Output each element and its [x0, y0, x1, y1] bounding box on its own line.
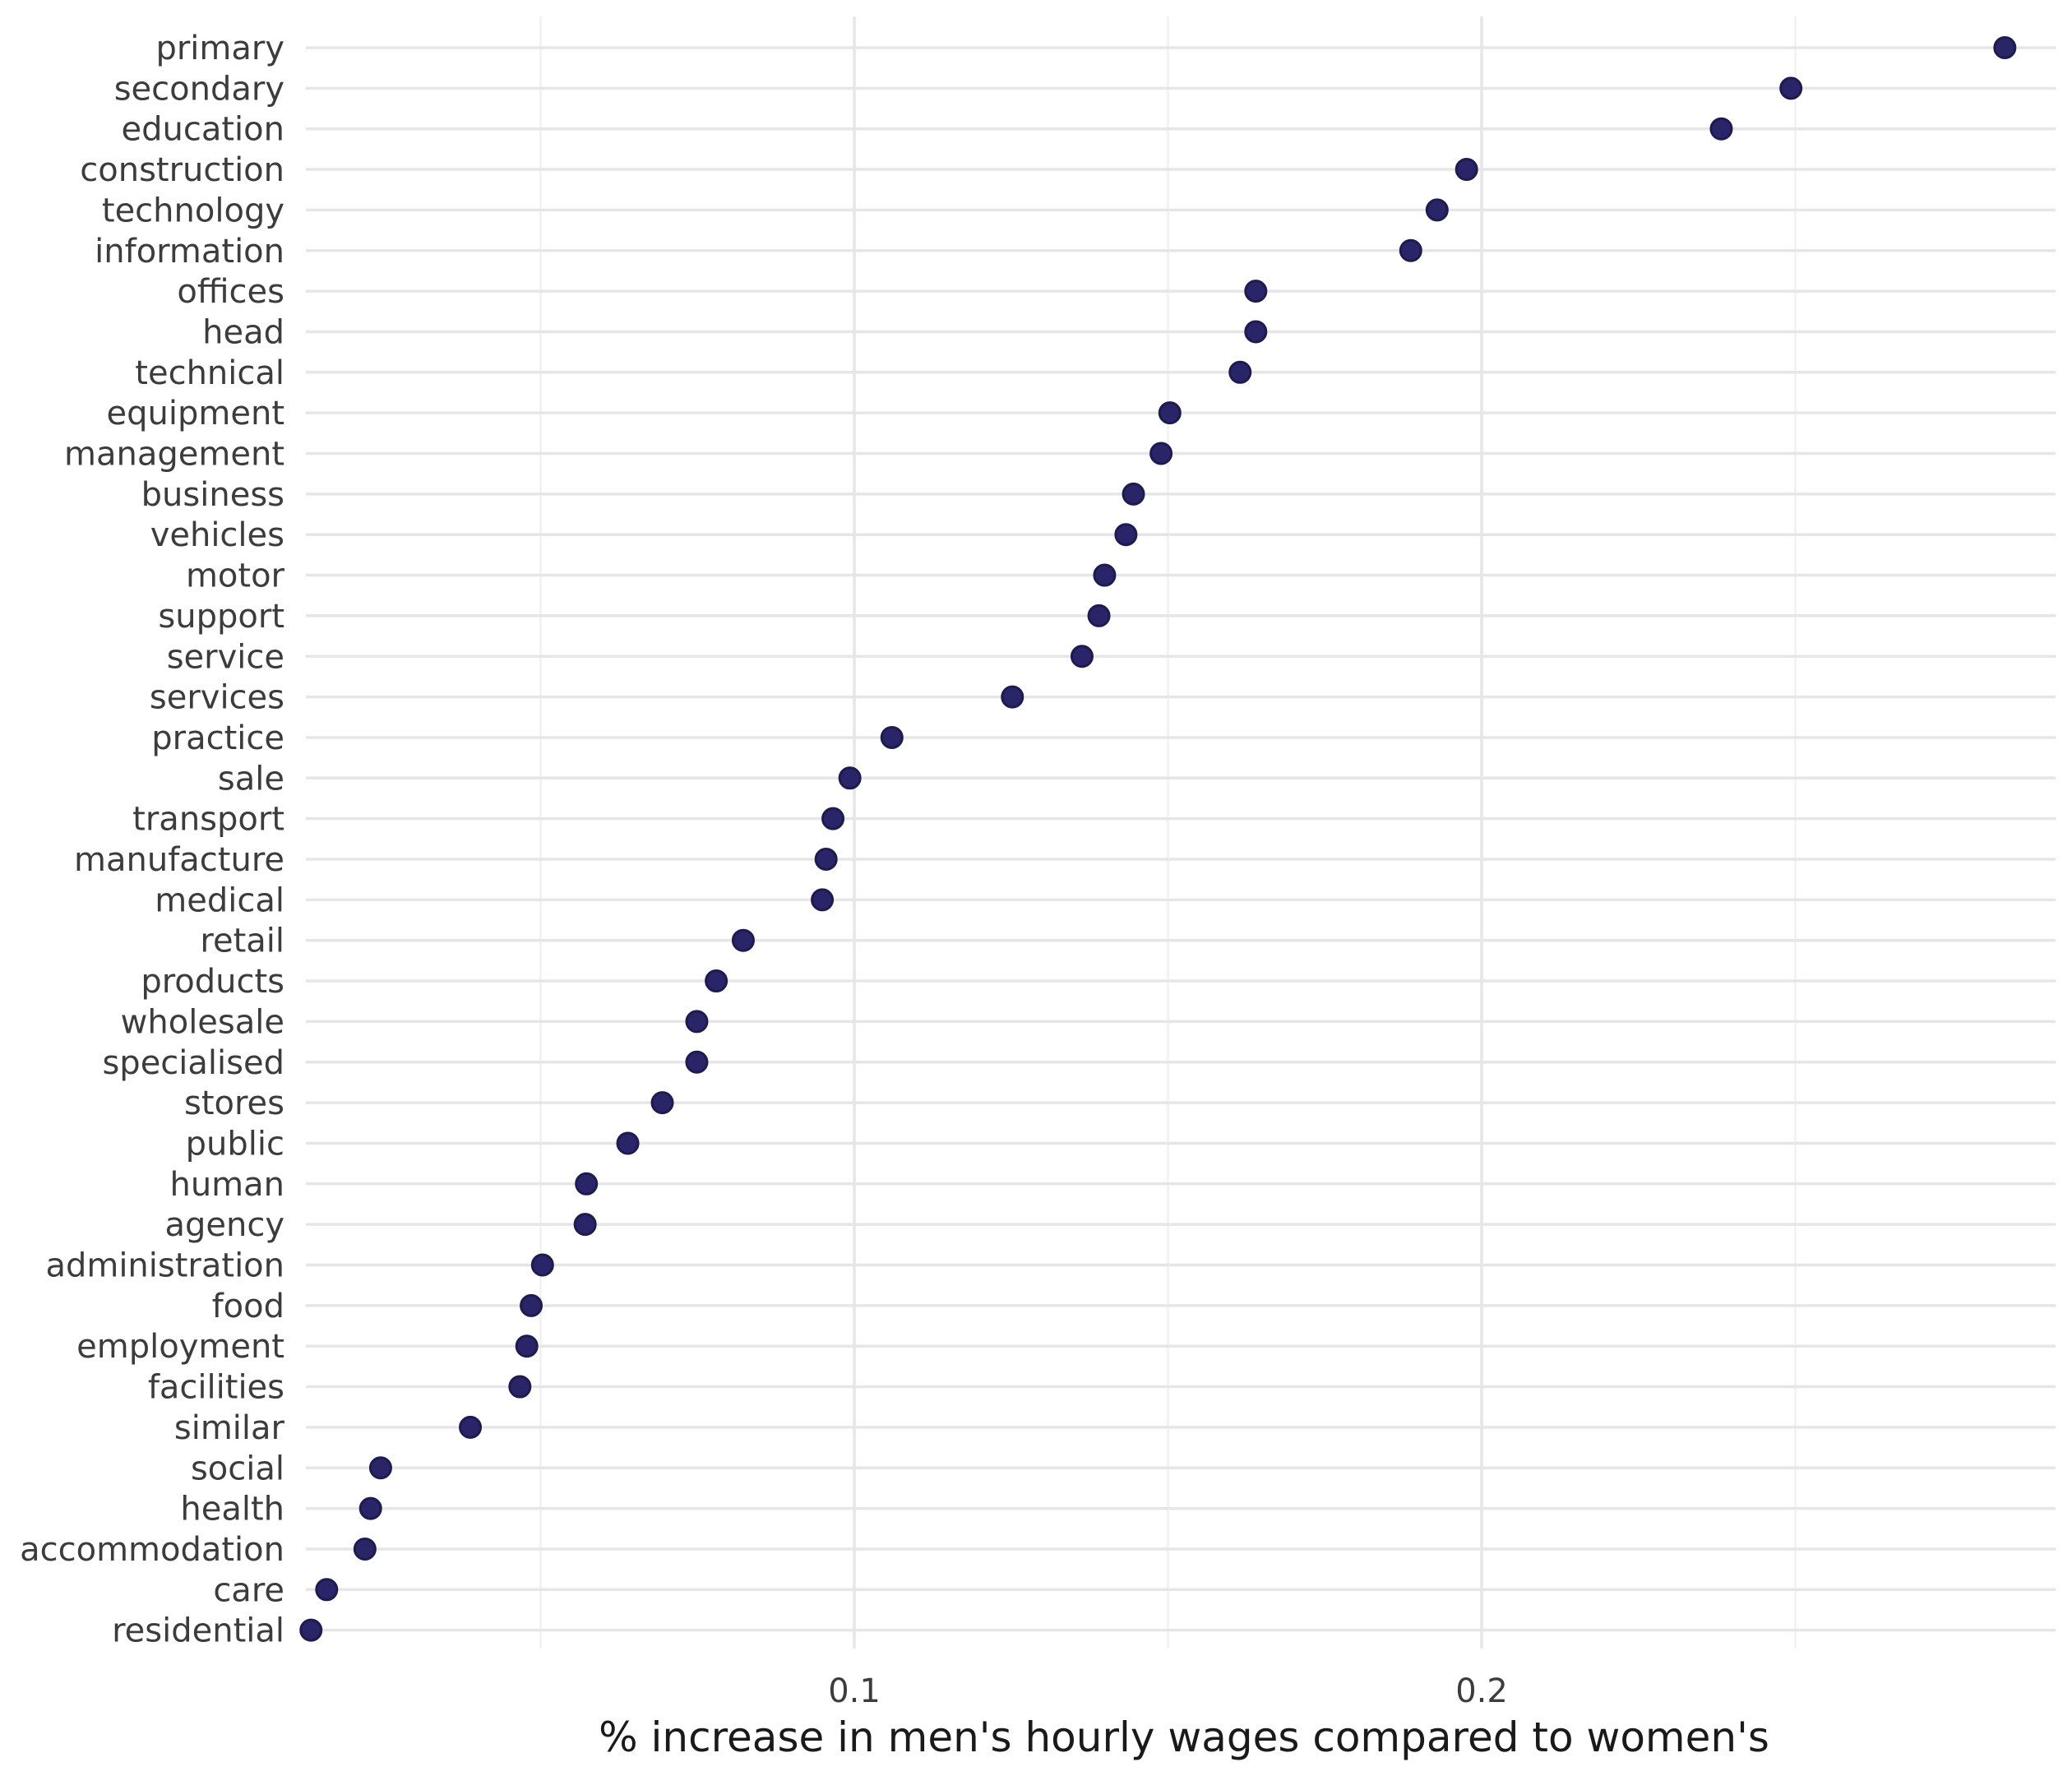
data-point-administration	[530, 1253, 554, 1277]
data-point-retail	[731, 928, 755, 952]
data-points	[299, 36, 2017, 1642]
data-point-wholesale	[685, 1010, 709, 1034]
data-point-public	[616, 1131, 640, 1155]
category-label-technology: technology	[102, 192, 284, 229]
x-tick-labels: 0.1 0.2	[828, 1672, 1508, 1710]
category-label-social: social	[191, 1450, 284, 1487]
data-point-equipment	[1158, 401, 1182, 425]
data-point-transport	[821, 807, 845, 830]
category-label-specialised: specialised	[102, 1044, 284, 1082]
data-point-vehicles	[1114, 523, 1138, 547]
category-label-public: public	[186, 1125, 284, 1163]
data-point-similar	[459, 1415, 483, 1439]
category-label-human: human	[169, 1166, 284, 1204]
data-point-support	[1087, 604, 1111, 627]
data-point-manufacture	[814, 848, 838, 871]
data-point-medical	[811, 888, 835, 912]
data-point-services	[1001, 685, 1024, 709]
category-label-health: health	[180, 1491, 284, 1529]
data-point-employment	[515, 1334, 539, 1358]
category-label-similar: similar	[174, 1409, 285, 1447]
data-point-practice	[880, 725, 904, 749]
category-label-vehicles: vehicles	[150, 516, 284, 554]
category-label-sale: sale	[218, 760, 284, 798]
data-point-management	[1149, 442, 1173, 465]
category-label-care: care	[213, 1571, 284, 1609]
category-label-agency: agency	[164, 1206, 284, 1244]
category-label-services: services	[150, 679, 284, 717]
category-labels: primarysecondaryeducationconstructiontec…	[20, 30, 284, 1650]
category-label-construction: construction	[80, 151, 284, 189]
category-label-products: products	[141, 963, 284, 1001]
category-label-residential: residential	[112, 1612, 284, 1650]
data-point-secondary	[1779, 76, 1803, 100]
category-label-medical: medical	[155, 881, 284, 919]
category-label-administration: administration	[45, 1247, 284, 1285]
category-label-equipment: equipment	[107, 395, 284, 432]
category-label-secondary: secondary	[114, 70, 284, 108]
category-label-offices: offices	[177, 273, 284, 311]
category-label-business: business	[141, 476, 284, 514]
data-point-facilities	[508, 1375, 532, 1399]
x-axis-title: % increase in men's hourly wages compare…	[599, 1714, 1769, 1761]
data-point-agency	[573, 1213, 597, 1237]
category-label-stores: stores	[184, 1085, 284, 1122]
data-point-food	[520, 1293, 543, 1317]
data-point-care	[315, 1578, 339, 1602]
category-label-transport: transport	[132, 801, 284, 839]
category-label-head: head	[202, 313, 284, 351]
data-point-offices	[1244, 280, 1268, 303]
data-point-motor	[1093, 563, 1117, 587]
category-label-management: management	[64, 436, 284, 474]
data-point-construction	[1455, 158, 1478, 182]
data-point-technology	[1425, 198, 1449, 222]
category-label-technical: technical	[135, 354, 284, 392]
data-point-service	[1070, 645, 1094, 668]
category-label-facilities: facilities	[148, 1369, 284, 1407]
category-label-information: information	[95, 233, 284, 271]
data-point-stores	[650, 1091, 674, 1115]
category-label-support: support	[158, 598, 284, 636]
data-point-specialised	[685, 1050, 709, 1074]
data-point-products	[705, 969, 728, 993]
data-point-head	[1244, 320, 1268, 344]
data-point-information	[1399, 238, 1422, 262]
data-point-health	[358, 1496, 382, 1520]
data-point-business	[1122, 482, 1145, 506]
data-point-social	[368, 1456, 392, 1480]
data-point-residential	[299, 1618, 323, 1642]
category-label-service: service	[167, 638, 284, 676]
data-point-primary	[1993, 36, 2017, 59]
data-point-education	[1709, 117, 1733, 141]
category-label-wholesale: wholesale	[121, 1003, 284, 1041]
category-label-practice: practice	[151, 719, 284, 757]
category-label-food: food	[212, 1288, 284, 1325]
data-point-technical	[1228, 360, 1252, 384]
category-label-primary: primary	[155, 30, 284, 67]
category-label-manufacture: manufacture	[74, 841, 284, 879]
data-point-accommodation	[353, 1537, 377, 1561]
category-label-motor: motor	[186, 557, 285, 595]
category-label-employment: employment	[76, 1328, 284, 1366]
data-point-sale	[838, 766, 862, 790]
category-label-education: education	[122, 111, 284, 149]
grid	[306, 16, 2056, 1649]
x-tick-label: 0.2	[1455, 1672, 1508, 1710]
category-label-accommodation: accommodation	[20, 1531, 284, 1569]
data-point-human	[575, 1172, 599, 1196]
x-tick-label: 0.1	[828, 1672, 881, 1710]
category-label-retail: retail	[200, 923, 284, 960]
